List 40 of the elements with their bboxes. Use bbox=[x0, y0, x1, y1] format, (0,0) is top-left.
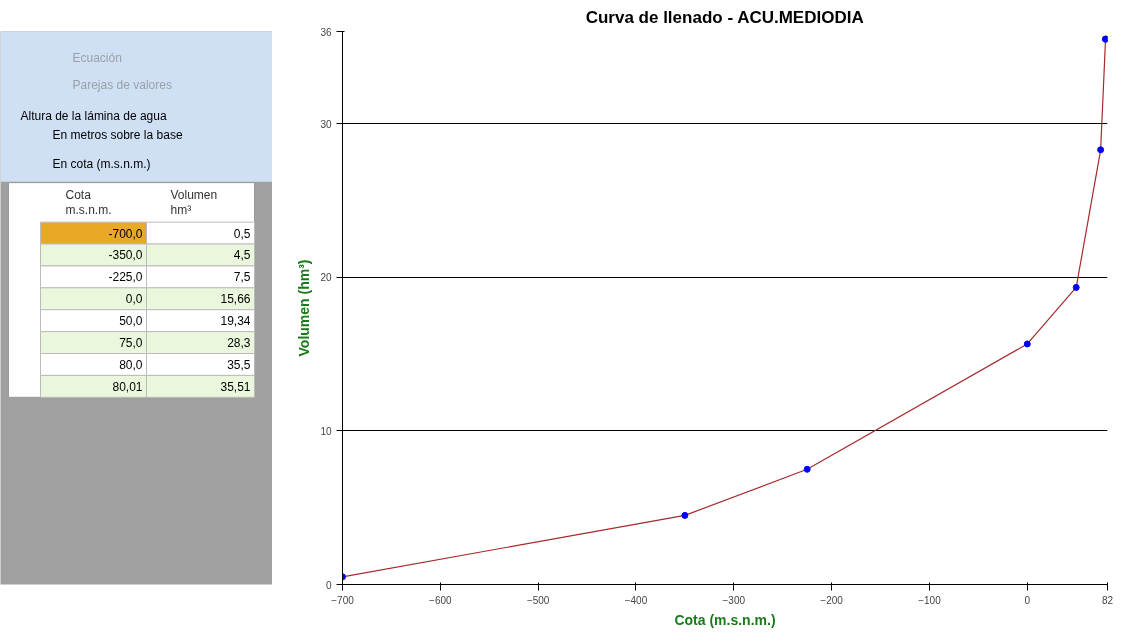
text: -225,0 bbox=[108, 270, 143, 285]
y-tick-label: 36 bbox=[320, 26, 332, 38]
x-tick-label: 0 bbox=[1024, 594, 1031, 606]
x-tick-label: −200 bbox=[820, 594, 844, 606]
text: 75,0 bbox=[119, 336, 143, 351]
text: 15,66 bbox=[220, 292, 251, 307]
text: 28,3 bbox=[227, 336, 251, 351]
text: Volumen hm³ bbox=[170, 187, 218, 218]
text: Ecuación bbox=[72, 51, 122, 66]
y-tick-label: 10 bbox=[320, 425, 332, 437]
y-tick-label: 30 bbox=[320, 118, 332, 130]
text: 7,5 bbox=[233, 270, 251, 285]
text: 50,0 bbox=[119, 314, 143, 329]
y-tick-label: 0 bbox=[325, 579, 332, 591]
text: 0,0 bbox=[125, 292, 143, 307]
text: 35,5 bbox=[227, 357, 251, 372]
text: En metros sobre la base bbox=[52, 128, 183, 143]
x-tick-label: −700 bbox=[331, 594, 355, 606]
chart-title: Curva de llenado - ACU.MEDIODIA bbox=[585, 7, 864, 27]
text: -350,0 bbox=[108, 248, 143, 263]
text: Parejas de valores bbox=[72, 77, 172, 92]
text: 4,5 bbox=[233, 248, 251, 263]
x-tick-label: −600 bbox=[429, 594, 453, 606]
text: -700,0 bbox=[108, 226, 143, 241]
x-axis-title: Cota (m.s.n.m.) bbox=[674, 611, 776, 628]
x-tick-label: −100 bbox=[918, 594, 942, 606]
text: Cota m.s.n.m. bbox=[65, 187, 112, 218]
x-tick-label: 82 bbox=[1101, 594, 1114, 606]
text: 0,5 bbox=[233, 226, 251, 241]
x-tick-label: −300 bbox=[722, 594, 746, 606]
text: 35,51 bbox=[220, 379, 251, 394]
y-axis-title: Volumen (hm³) bbox=[296, 259, 313, 357]
text: En cota (m.s.n.m.) bbox=[52, 156, 151, 171]
x-tick-label: −400 bbox=[624, 594, 648, 606]
text: Altura de la lámina de agua bbox=[20, 108, 167, 123]
y-tick-label: 20 bbox=[320, 272, 332, 284]
text: 80,0 bbox=[119, 357, 143, 372]
text: 80,01 bbox=[112, 379, 143, 394]
text: 19,34 bbox=[220, 314, 251, 329]
x-tick-label: −500 bbox=[526, 594, 550, 606]
